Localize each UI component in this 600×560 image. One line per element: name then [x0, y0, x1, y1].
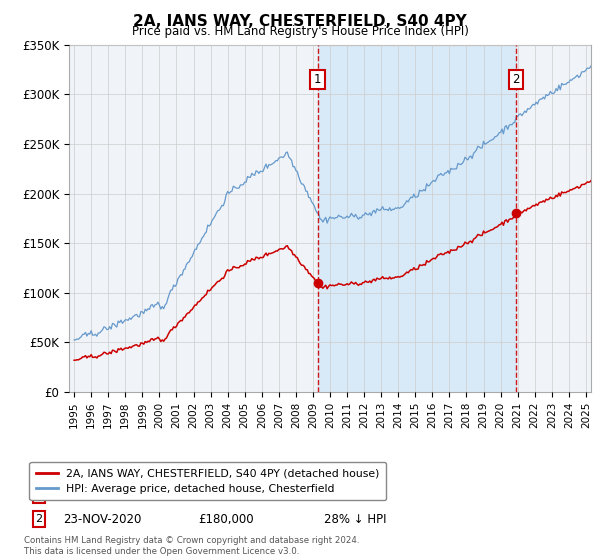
- Bar: [317, 45, 516, 392]
- Text: 2: 2: [35, 514, 43, 524]
- Text: £110,000: £110,000: [198, 489, 254, 502]
- Text: 07-APR-2009: 07-APR-2009: [63, 489, 139, 502]
- Text: 1: 1: [35, 491, 43, 501]
- Text: 28% ↓ HPI: 28% ↓ HPI: [324, 512, 386, 526]
- Text: Price paid vs. HM Land Registry's House Price Index (HPI): Price paid vs. HM Land Registry's House …: [131, 25, 469, 38]
- Text: 1: 1: [314, 73, 321, 86]
- Text: 23-NOV-2020: 23-NOV-2020: [63, 512, 142, 526]
- Text: £180,000: £180,000: [198, 512, 254, 526]
- Legend: 2A, IANS WAY, CHESTERFIELD, S40 4PY (detached house), HPI: Average price, detach: 2A, IANS WAY, CHESTERFIELD, S40 4PY (det…: [29, 462, 386, 500]
- Text: Contains HM Land Registry data © Crown copyright and database right 2024.
This d: Contains HM Land Registry data © Crown c…: [24, 536, 359, 556]
- Text: 36% ↓ HPI: 36% ↓ HPI: [324, 489, 386, 502]
- Text: 2: 2: [512, 73, 520, 86]
- Text: 2A, IANS WAY, CHESTERFIELD, S40 4PY: 2A, IANS WAY, CHESTERFIELD, S40 4PY: [133, 14, 467, 29]
